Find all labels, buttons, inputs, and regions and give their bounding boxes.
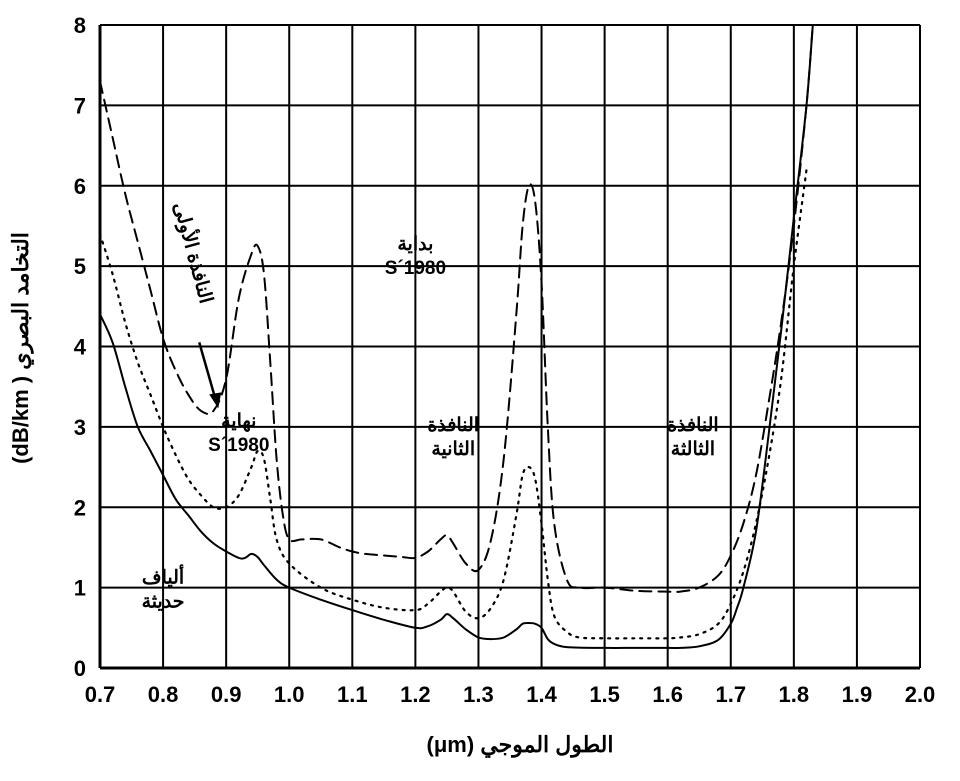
x-tick-label: 1.8 <box>779 682 810 707</box>
series-group <box>100 25 814 650</box>
series-line-solid <box>100 25 814 650</box>
annotation-text: النافذة الأولى <box>169 199 219 305</box>
annotation-text: الثالثة <box>671 439 715 460</box>
x-tick-label: 1.7 <box>715 682 746 707</box>
y-tick-label: 2 <box>74 495 86 520</box>
y-tick-label: 1 <box>74 576 86 601</box>
grid <box>99 24 921 669</box>
x-tick-label: 2.0 <box>905 682 936 707</box>
x-tick-label: 1.3 <box>463 682 494 707</box>
x-tick-label: 1.1 <box>337 682 368 707</box>
y-axis-title: التخامد البصري ( dB/km) <box>8 232 34 464</box>
annotation-text: بداية <box>397 234 433 255</box>
x-tick-label: 1.4 <box>526 682 557 707</box>
annotation: نهاية 1980´S <box>208 411 269 456</box>
annotation: النافذة الثالثة <box>667 415 719 460</box>
y-tick-label: 7 <box>74 93 86 118</box>
x-tick-label: 0.9 <box>211 682 242 707</box>
series-line-dashed <box>100 25 814 593</box>
x-tick-label: 1.2 <box>400 682 431 707</box>
y-tick-label: 6 <box>74 174 86 199</box>
y-tick-label: 8 <box>74 13 86 38</box>
x-tick-label: 0.8 <box>148 682 179 707</box>
annotation: ألياف حديثة <box>142 564 185 613</box>
annotation: بداية 1980´S <box>385 234 446 279</box>
x-tick-label: 1.5 <box>589 682 620 707</box>
x-tick-label: 1.0 <box>274 682 305 707</box>
y-tick-label: 5 <box>74 254 86 279</box>
x-tick-label: 1.6 <box>652 682 683 707</box>
annotation-text: الثانية <box>431 439 475 460</box>
annotation-text: ألياف <box>142 564 184 589</box>
arrow-icon <box>198 342 222 409</box>
annotation-text: نهاية <box>221 411 256 432</box>
annotation-text: النافذة <box>427 415 479 436</box>
annotation-text: النافذة <box>667 415 719 436</box>
annotation-text: 1980´S <box>385 258 446 279</box>
y-tick-label: 3 <box>74 415 86 440</box>
axes: 0.7 0.8 0.9 1.0 1.1 1.2 1.3 1.4 1.5 1.6 1.7 1.8 1.9 2… <box>74 13 936 707</box>
x-tick-label: 0.7 <box>85 682 116 707</box>
x-axis-title: الطول الموجي (μm) <box>427 732 614 758</box>
annotation: النافذة الثانية <box>427 415 479 460</box>
y-tick-label: 0 <box>74 656 86 681</box>
annotation-text: 1980´S <box>208 435 269 456</box>
annotation-text: حديثة <box>142 592 185 613</box>
y-tick-label: 4 <box>74 335 87 360</box>
series-line-dotted <box>100 168 808 640</box>
annotation: النافذة الأولى <box>169 199 219 305</box>
x-tick-label: 1.9 <box>842 682 873 707</box>
